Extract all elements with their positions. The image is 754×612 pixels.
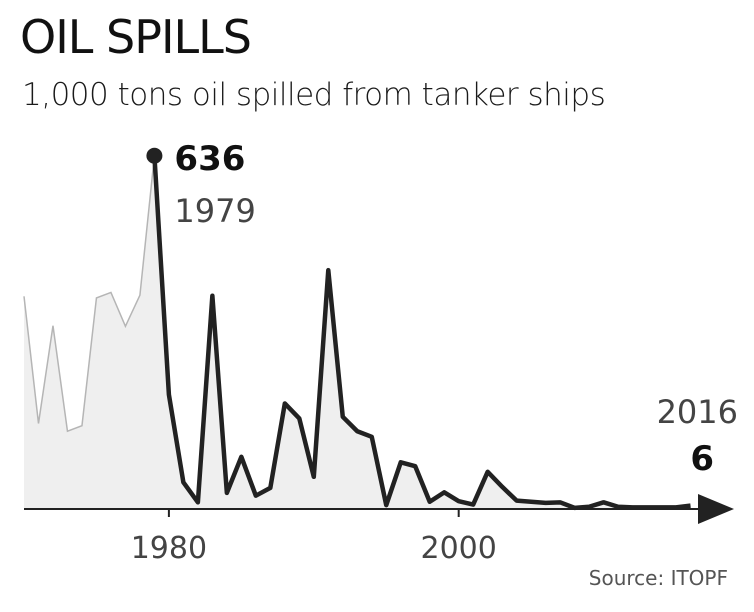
peak-year-label: 1979 <box>174 192 255 230</box>
page-title: OIL SPILLS <box>20 10 252 64</box>
x-axis-arrow <box>698 494 734 524</box>
x-axis-tick-labels: 1980 2000 <box>131 531 497 566</box>
source-note: Source: ITOPF <box>588 566 728 590</box>
latest-value-label: 6 <box>690 439 714 479</box>
page-subtitle: 1,000 tons oil spilled from tanker ships <box>22 77 606 113</box>
peak-marker-dot <box>146 147 163 164</box>
x-tick-label: 2000 <box>421 531 497 566</box>
peak-value-label: 636 <box>174 139 245 179</box>
latest-year-label: 2016 <box>657 393 738 431</box>
x-tick-label: 1980 <box>131 531 207 566</box>
area-fill <box>24 155 691 509</box>
x-axis-ticks <box>167 509 460 517</box>
series-line-post-1979 <box>152 155 691 511</box>
series-line-pre-1979 <box>23 155 156 433</box>
